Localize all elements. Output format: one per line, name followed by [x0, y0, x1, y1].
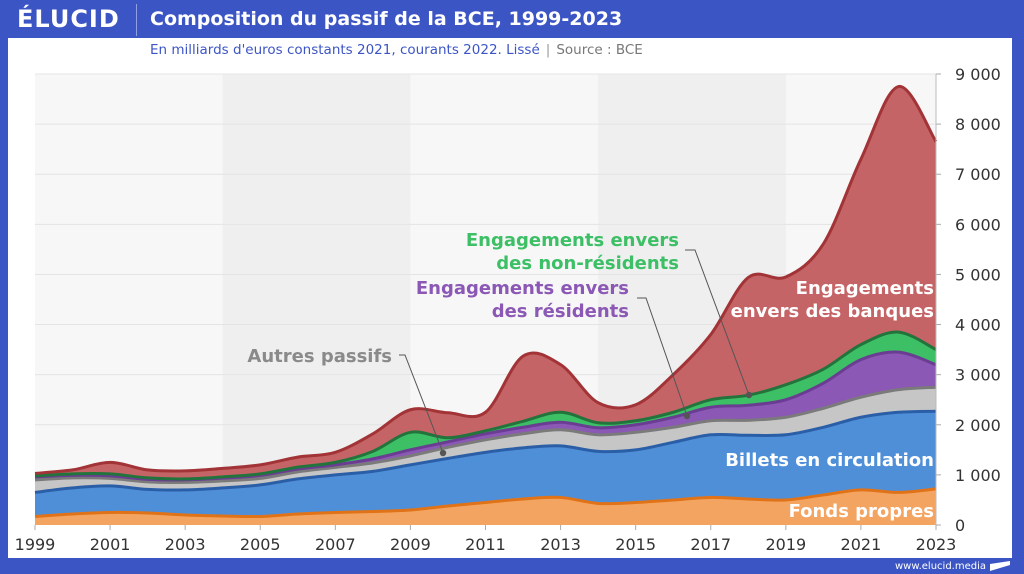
autres-dot	[439, 449, 447, 457]
line-billets	[34, 409, 937, 494]
x-tick-label: 2019	[765, 535, 806, 554]
line-nonresidents	[34, 330, 937, 481]
residents-dot	[683, 412, 691, 420]
label-billets: Billets en circulation	[725, 450, 934, 471]
y-tick-label: 8 000	[955, 115, 1001, 134]
x-tick-label: 2013	[540, 535, 581, 554]
nonresidents-dot	[745, 391, 753, 399]
label-banques: Engagements	[796, 278, 934, 299]
y-tick-label: 9 000	[955, 65, 1001, 84]
y-tick-label: 2 000	[955, 416, 1001, 435]
line-autres	[34, 385, 937, 484]
x-tick-label: 2011	[465, 535, 506, 554]
chart-subtitle: En milliards d'euros constants 2021, cou…	[150, 42, 643, 58]
y-tick-label: 3 000	[955, 366, 1001, 385]
x-tick-label: 2017	[690, 535, 731, 554]
subtitle-text: En milliards d'euros constants 2021, cou…	[150, 42, 540, 58]
source-text: Source : BCE	[556, 42, 643, 58]
area-residents	[35, 351, 936, 483]
y-tick-label: 4 000	[955, 316, 1001, 335]
y-tick-label: 1 000	[955, 466, 1001, 485]
label-nonresidents: Engagements envers	[466, 230, 679, 251]
label-residents: Engagements envers	[416, 278, 629, 299]
x-tick-label: 2005	[240, 535, 281, 554]
label-banques: envers des banques	[731, 301, 934, 322]
x-tick-label: 2023	[916, 535, 957, 554]
y-tick-label: 5 000	[955, 265, 1001, 284]
label-nonresidents: des non-résidents	[496, 253, 679, 274]
label-fonds: Fonds propres	[789, 501, 934, 522]
x-tick-label: 2001	[90, 535, 131, 554]
x-tick-label: 2003	[165, 535, 206, 554]
label-autres: Autres passifs	[247, 346, 392, 367]
area-banques	[35, 86, 936, 479]
x-tick-label: 2015	[615, 535, 656, 554]
chart-title: Composition du passif de la BCE, 1999-20…	[150, 8, 623, 30]
label-residents: des résidents	[492, 301, 629, 322]
x-tick-label: 2007	[315, 535, 356, 554]
subtitle-separator: |	[545, 42, 551, 58]
y-tick-label: 0	[955, 516, 965, 535]
x-axis: 1999 2001 2003 2005 2007 2009 2011 2013 2015 2017…	[15, 525, 957, 554]
area-billets	[35, 411, 936, 517]
x-tick-label: 2009	[390, 535, 431, 554]
nonresidents-leader	[685, 249, 750, 396]
area-series	[34, 85, 938, 525]
autres-leader	[399, 354, 444, 454]
header-bar: ÉLUCID Composition du passif de la BCE, …	[0, 0, 1024, 38]
line-fonds	[34, 487, 937, 519]
residents-leader	[637, 297, 688, 417]
line-banques	[34, 85, 938, 475]
brand-logo: ÉLUCID	[17, 5, 120, 33]
elucid-flag-icon	[990, 561, 1010, 571]
y-tick-label: 7 000	[955, 165, 1001, 184]
y-tick-label: 6 000	[955, 215, 1001, 234]
header-divider	[136, 4, 137, 36]
footer-url[interactable]: www.elucid.media	[894, 561, 986, 572]
x-tick-label: 2021	[841, 535, 882, 554]
y-axis: 0 1 000 2 000 3 000 4 000 5 000 6 000 7 000 8 00…	[935, 65, 1001, 535]
x-tick-label: 1999	[15, 535, 56, 554]
